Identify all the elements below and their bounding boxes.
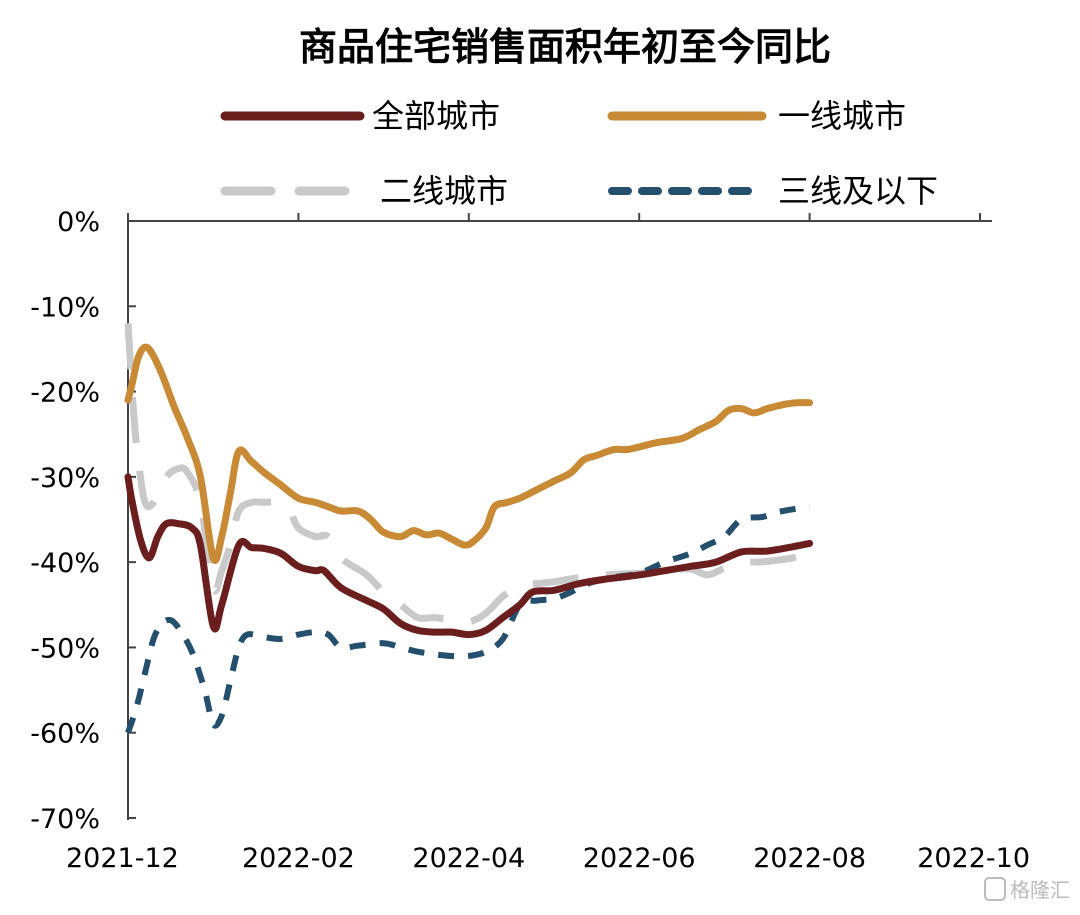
legend-label-0: 全部城市 [372, 97, 500, 135]
y-tick-label: -50% [30, 633, 100, 664]
y-tick-label: -70% [30, 804, 100, 835]
y-ticks: 0% -10% -20% -30% -40% -50% -60% -70% [30, 207, 136, 835]
legend: 全部城市 一线城市 二线城市 三线及以下 [220, 97, 938, 210]
x-tick-label: 2022-04 [412, 843, 525, 874]
y-tick-label: -20% [30, 378, 100, 409]
x-ticks: 2021-12 2022-02 2022-04 2022-06 2022-08 2022-… [66, 213, 1030, 874]
y-tick-label: -10% [30, 292, 100, 323]
y-tick-label: 0% [57, 207, 100, 238]
x-tick-label: 2022-02 [242, 843, 355, 874]
chart-title: 商品住宅销售面积年初至今同比 [299, 25, 831, 69]
watermark-logo-icon [984, 877, 1006, 901]
x-tick-label: 2022-08 [753, 843, 866, 874]
series-line-3 [125, 503, 811, 734]
x-tick-label: 2021-12 [66, 843, 179, 874]
series-line-2 [124, 323, 811, 626]
y-tick-label: -60% [30, 719, 100, 750]
series-layer [124, 323, 814, 734]
series-line-1 [124, 343, 814, 564]
y-tick-label: -40% [30, 548, 100, 579]
watermark-text: 格隆汇 [1010, 878, 1070, 902]
legend-label-2: 二线城市 [380, 172, 508, 210]
x-tick-label: 2022-10 [917, 843, 1030, 874]
legend-label-3: 三线及以下 [778, 172, 938, 210]
series-line-0 [124, 473, 814, 639]
legend-label-1: 一线城市 [778, 97, 906, 135]
watermark: 格隆汇 [984, 877, 1070, 902]
y-tick-label: -30% [30, 463, 100, 494]
x-tick-label: 2022-06 [583, 843, 696, 874]
